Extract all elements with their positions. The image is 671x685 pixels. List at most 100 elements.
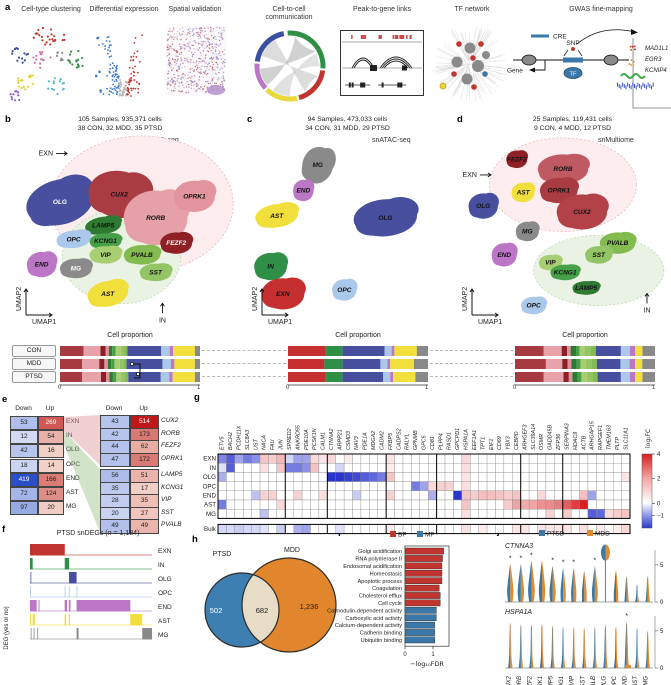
deg-cell: 12: [10, 430, 38, 445]
svg-text:AST: AST: [204, 502, 216, 509]
cluster-dot: [68, 53, 72, 56]
heatmap-cell: [251, 472, 261, 482]
go-bar-label: Golgi acidification: [358, 549, 402, 555]
heatmap-cell: [554, 453, 563, 464]
tf-network-thumbnail: [431, 26, 506, 102]
heatmap-cell: [360, 453, 370, 464]
proportion-segment: [99, 359, 105, 369]
proportion-segment: [121, 372, 125, 382]
heatmap-cell: [570, 472, 580, 482]
cluster-dot: [53, 77, 56, 80]
heatmap-gene-label: ANKRD55: [295, 424, 301, 451]
deg-rowlabel: CUX2: [161, 417, 179, 424]
proportion-segment: [562, 359, 568, 369]
deg-rowlabel: IN: [66, 430, 96, 442]
heatmap-cell: [259, 490, 269, 501]
heatmap-cell: [411, 472, 420, 482]
violin-half: [510, 563, 514, 602]
heatmap-cell: [360, 472, 370, 482]
svg-text:DEG (yes or no): DEG (yes or no): [4, 606, 10, 649]
deg-cell: 28: [100, 494, 130, 509]
heatmap-cell: [243, 490, 252, 501]
cluster-dot: [38, 51, 42, 54]
heatmap-cell: [343, 463, 353, 473]
deg-cell: 172: [130, 452, 159, 467]
svg-text:AST: AST: [100, 291, 115, 298]
heatmap-cell: [352, 499, 362, 510]
heatmap-gene-label: PLPP4: [438, 433, 444, 450]
heatmap-cell: [369, 499, 378, 510]
panel-label-d: d: [457, 114, 463, 125]
violin-half: [647, 576, 650, 602]
proportion-segment: [194, 346, 200, 356]
heatmap-cell: [503, 472, 513, 482]
ribbon-exn: [64, 415, 100, 465]
heatmap-cell: [301, 472, 311, 482]
cluster-dot: [37, 28, 40, 32]
heatmap-cell: [486, 472, 496, 482]
svg-text:0: 0: [403, 652, 407, 658]
heatmap-cell: [587, 472, 597, 482]
heatmap-cell: [436, 509, 446, 519]
violin-half: [550, 625, 553, 668]
cluster-dot: [12, 93, 15, 96]
svg-text:EXN: EXN: [158, 548, 172, 555]
heatmap-cell: [343, 509, 353, 519]
violin-gene-title: HSPA1A: [505, 609, 532, 616]
violin-half: [571, 567, 574, 602]
heatmap-cell: [293, 499, 303, 510]
cluster-dot: [17, 85, 21, 88]
violin-half: [563, 626, 566, 668]
cluster-dot: [11, 49, 14, 53]
heatmap-cell: [293, 463, 303, 473]
heatmap-gene-label: MDGA2: [371, 431, 377, 450]
svg-text:OLG: OLG: [203, 474, 216, 481]
heatmap-gene-label: CD69: [497, 436, 503, 450]
heatmap-cell: [276, 499, 286, 510]
heatmap-cell: [453, 509, 463, 519]
heatmap-cell: [512, 481, 521, 491]
svg-text:EGR3: EGR3: [645, 57, 662, 63]
violin-half: [510, 622, 513, 668]
violin-x-label: AST: [633, 675, 639, 685]
heatmap-cell: [570, 499, 580, 510]
heatmap-cell: [604, 481, 614, 491]
heatmap-cell: [352, 509, 362, 519]
svg-text:MDD: MDD: [595, 531, 610, 538]
proportion-segment: [126, 359, 163, 369]
heatmap-cell: [310, 463, 320, 473]
svg-text:IN: IN: [267, 264, 274, 271]
proportion-segment: [563, 372, 569, 382]
heatmap-cell: [411, 481, 420, 491]
heatmap-cell: [234, 509, 244, 519]
umap-cluster-SST: [585, 245, 614, 264]
heatmap-cell: [352, 463, 362, 473]
cluster-dot: [62, 87, 65, 90]
proportion-segment: [288, 359, 325, 369]
connector-dash: [430, 363, 513, 364]
proportion-segment: [515, 359, 546, 369]
heatmap-cell: [419, 481, 429, 491]
heatmap-cell: [301, 509, 311, 519]
heatmap-cell: [301, 499, 311, 510]
heatmap-cell: [293, 509, 303, 519]
heatmap-cell: [268, 490, 278, 501]
heatmap-gene-label: SLC39A14: [531, 424, 537, 450]
violin-x-label: LAMP5: [549, 675, 555, 685]
cluster-dot: [17, 94, 20, 97]
svg-text:OPC: OPC: [337, 287, 351, 294]
violin-x-label: CUX2: [506, 675, 512, 685]
cluster-dot: [9, 93, 12, 96]
cluster-dot: [16, 91, 20, 94]
heatmap-cell: [310, 524, 320, 534]
cluster-dot: [44, 43, 47, 46]
violin-half: [584, 570, 587, 602]
cluster-dot: [49, 28, 53, 31]
significance-star: *: [562, 560, 565, 567]
heatmap-cell: [276, 509, 286, 519]
heatmap-cell: [352, 490, 362, 501]
proportion-segment: [104, 359, 108, 369]
violin-half: [542, 560, 546, 602]
heatmap-cell: [570, 509, 580, 519]
